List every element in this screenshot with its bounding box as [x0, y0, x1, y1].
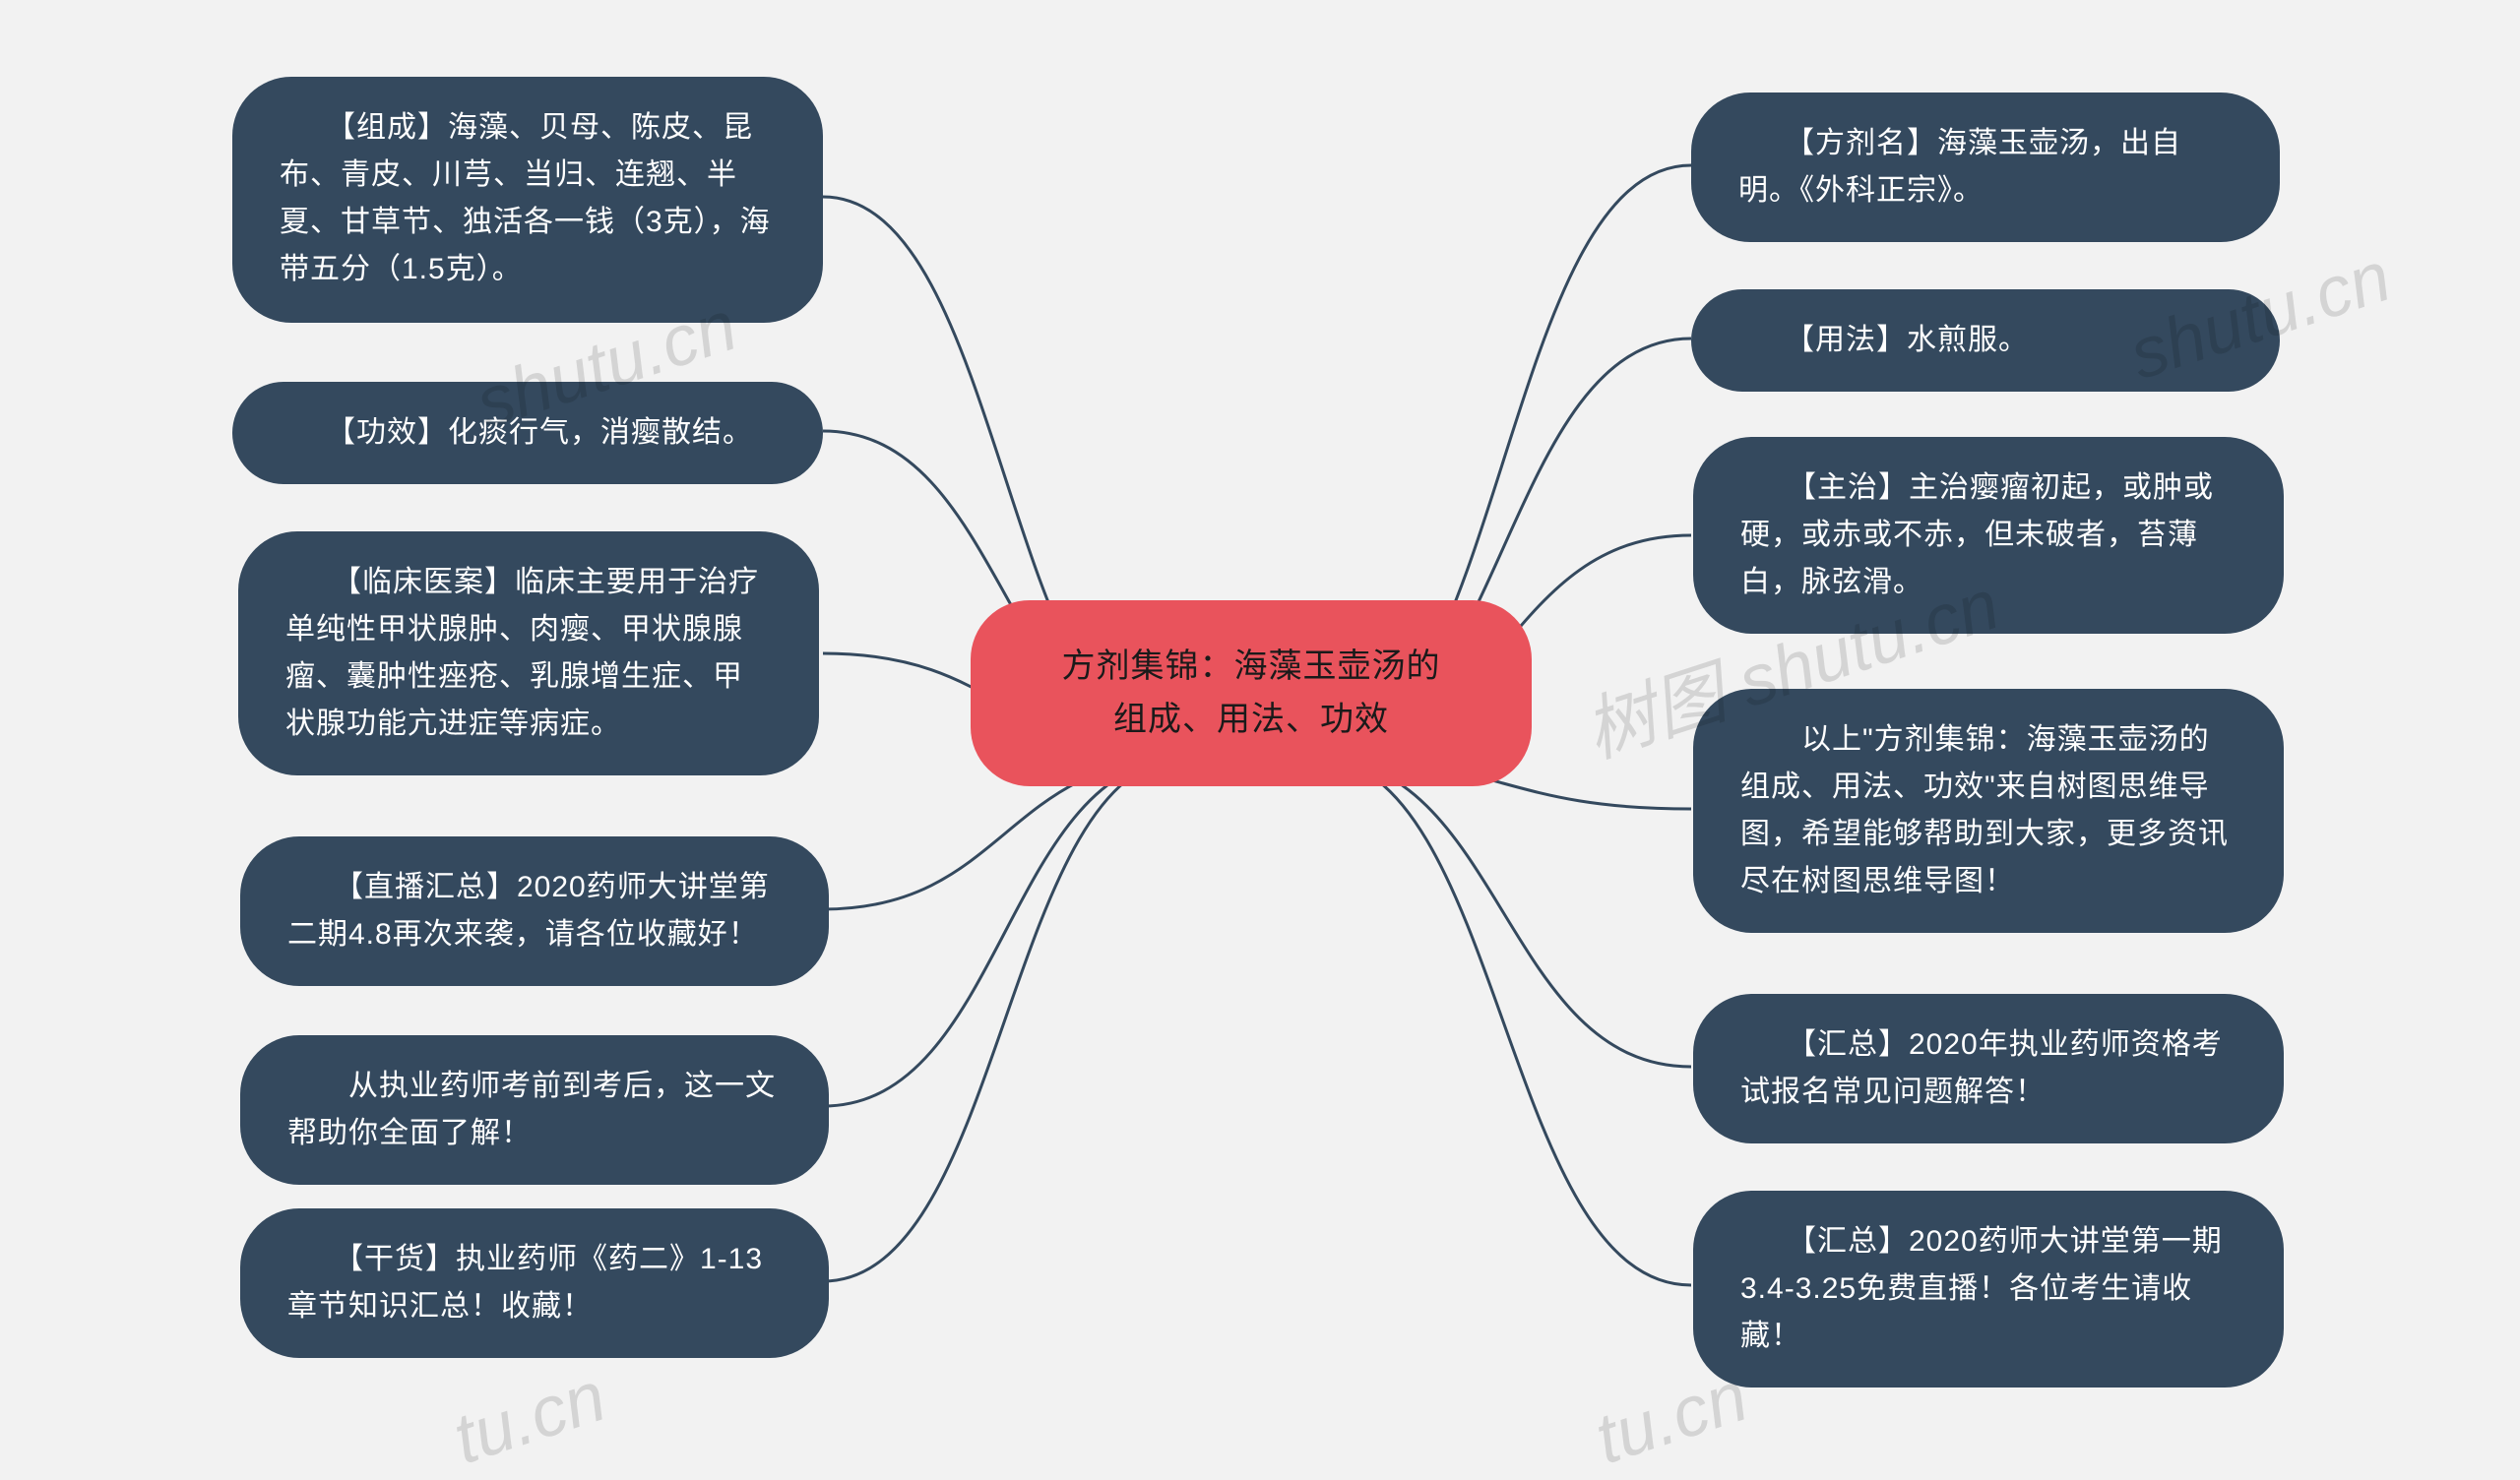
branch-text: 【功效】化痰行气，消瘿散结。 [280, 416, 753, 449]
branch-node-r4: 以上"方剂集锦：海藻玉壶汤的组成、用法、功效"来自树图思维导图，希望能够帮助到大… [1693, 689, 2284, 933]
branch-text: 以上"方剂集锦：海藻玉壶汤的组成、用法、功效"来自树图思维导图，希望能够帮助到大… [1740, 723, 2229, 897]
branch-node-r1: 【方剂名】海藻玉壶汤，出自明。《外科正宗》。 [1691, 92, 2280, 242]
branch-text: 【组成】海藻、贝母、陈皮、昆布、青皮、川芎、当归、连翘、半夏、甘草节、独活各一钱… [280, 111, 771, 285]
branch-node-l6: 【干货】执业药师《药二》1-13章节知识汇总！收藏！ [240, 1208, 829, 1358]
branch-node-r3: 【主治】主治瘿瘤初起，或肿或硬，或赤或不赤，但未破者，苔薄白，脉弦滑。 [1693, 437, 2284, 634]
branch-node-r5: 【汇总】2020年执业药师资格考试报名常见问题解答！ [1693, 994, 2284, 1143]
branch-text: 从执业药师考前到考后，这一文帮助你全面了解！ [287, 1070, 776, 1149]
branch-text: 【方剂名】海藻玉壶汤，出自明。《外科正宗》。 [1738, 127, 2181, 207]
center-line2: 组成、用法、功效 [1030, 693, 1473, 746]
branch-node-l5: 从执业药师考前到考后，这一文帮助你全面了解！ [240, 1035, 829, 1185]
branch-text: 【主治】主治瘿瘤初起，或肿或硬，或赤或不赤，但未破者，苔薄白，脉弦滑。 [1740, 471, 2214, 598]
branch-node-r2: 【用法】水煎服。 [1691, 289, 2280, 392]
branch-text: 【汇总】2020年执业药师资格考试报名常见问题解答！ [1740, 1028, 2223, 1108]
branch-node-l4: 【直播汇总】2020药师大讲堂第二期4.8再次来袭，请各位收藏好！ [240, 836, 829, 986]
mindmap-canvas: 方剂集锦：海藻玉壶汤的 组成、用法、功效 【组成】海藻、贝母、陈皮、昆布、青皮、… [0, 0, 2520, 1423]
center-line1: 方剂集锦：海藻玉壶汤的 [1030, 640, 1473, 693]
center-node: 方剂集锦：海藻玉壶汤的 组成、用法、功效 [971, 600, 1532, 786]
branch-node-l1: 【组成】海藻、贝母、陈皮、昆布、青皮、川芎、当归、连翘、半夏、甘草节、独活各一钱… [232, 77, 823, 323]
branch-text: 【干货】执业药师《药二》1-13章节知识汇总！收藏！ [287, 1243, 763, 1323]
branch-node-l3: 【临床医案】临床主要用于治疗单纯性甲状腺肿、肉瘿、甲状腺腺瘤、囊肿性痤疮、乳腺增… [238, 531, 819, 775]
branch-text: 【汇总】2020药师大讲堂第一期3.4-3.25免费直播！各位考生请收藏！ [1740, 1225, 2223, 1352]
branch-node-l2: 【功效】化痰行气，消瘿散结。 [232, 382, 823, 484]
branch-text: 【直播汇总】2020药师大讲堂第二期4.8再次来袭，请各位收藏好！ [287, 871, 770, 951]
branch-node-r6: 【汇总】2020药师大讲堂第一期3.4-3.25免费直播！各位考生请收藏！ [1693, 1191, 2284, 1388]
branch-text: 【用法】水煎服。 [1738, 324, 2029, 356]
branch-text: 【临床医案】临床主要用于治疗单纯性甲状腺肿、肉瘿、甲状腺腺瘤、囊肿性痤疮、乳腺增… [285, 566, 759, 740]
watermark: tu.cn [444, 1356, 615, 1480]
